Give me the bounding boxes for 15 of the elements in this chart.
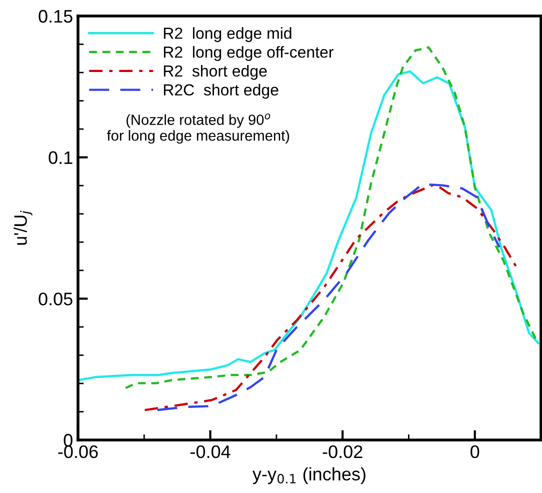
- x-tick-label: -0.04: [190, 445, 230, 458]
- y-tick-label: 0.15: [38, 10, 72, 23]
- x-tick-label: 0: [470, 445, 480, 458]
- legend-label: R2 short edge: [164, 64, 267, 80]
- x-tick-label: -0.02: [322, 445, 362, 458]
- legend-label: R2 long edge off-center: [164, 46, 334, 61]
- y-tick-label: 0.1: [48, 151, 72, 164]
- y-axis-title: u'/U$_{j}$: [14, 210, 32, 245]
- legend-label: R2 long edge mid: [164, 27, 292, 42]
- annotation: (Nozzle rotated by 90$^{o}$ for long edge measurement): [106, 114, 290, 144]
- x-tick-label: -0.06: [58, 445, 98, 458]
- x-axis-title: y-y$_{0.1}$ (inches): [252, 467, 366, 484]
- line-series: [124, 46, 538, 390]
- y-tick-label: 0.05: [38, 292, 72, 306]
- legend-label: R2C short edge: [164, 84, 278, 99]
